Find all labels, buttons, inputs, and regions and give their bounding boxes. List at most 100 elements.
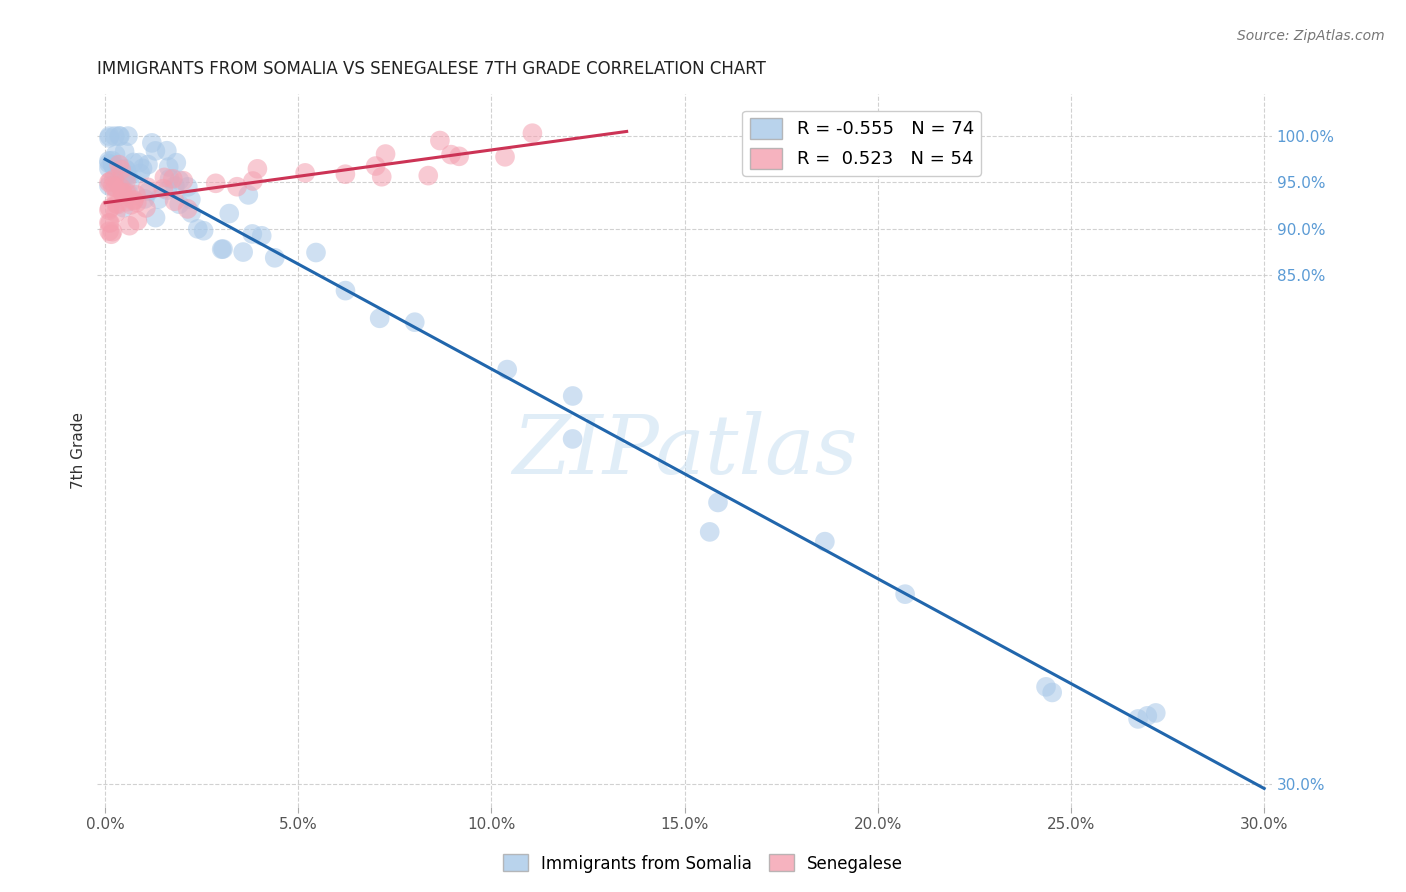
Text: ZIPatlas: ZIPatlas [512,410,858,491]
Point [101,179,124,194]
Point [371,169,394,184]
Point [105,170,128,185]
Point [104,147,127,161]
Point [368,311,391,326]
Point [128,155,150,169]
Point [120,198,142,212]
Point [159,171,181,186]
Point [97,216,120,230]
Point [1126,712,1149,726]
Point [364,159,387,173]
Point [98,201,121,215]
Point [187,222,209,236]
Point [148,192,170,206]
Point [127,213,149,227]
Point [141,136,163,150]
Point [108,129,131,144]
Point [97,175,120,189]
Point [250,228,273,243]
Point [104,206,127,220]
Point [180,193,202,207]
Point [101,225,124,239]
Point [212,242,235,256]
Point [111,168,134,182]
Point [163,194,186,209]
Point [111,185,134,199]
Point [1144,706,1167,720]
Point [105,190,128,204]
Point [157,160,180,174]
Point [100,174,122,188]
Point [97,161,120,176]
Point [145,144,167,158]
Point [115,168,138,182]
Point [131,161,153,176]
Point [105,197,128,211]
Point [101,158,124,172]
Point [242,174,264,188]
Point [561,389,583,403]
Text: IMMIGRANTS FROM SOMALIA VS SENEGALESE 7TH GRADE CORRELATION CHART: IMMIGRANTS FROM SOMALIA VS SENEGALESE 7T… [97,60,766,78]
Point [699,524,721,539]
Point [115,194,138,209]
Legend: R = -0.555   N = 74, R =  0.523   N = 54: R = -0.555 N = 74, R = 0.523 N = 54 [742,111,981,176]
Point [335,284,357,298]
Point [156,144,179,158]
Point [97,178,120,193]
Point [114,161,136,176]
Point [238,188,260,202]
Point [114,145,136,159]
Point [418,169,440,183]
Point [449,149,471,163]
Point [108,129,131,144]
Point [118,186,141,201]
Text: Source: ZipAtlas.com: Source: ZipAtlas.com [1237,29,1385,43]
Point [429,134,451,148]
Point [125,195,148,210]
Point [240,227,263,241]
Point [1040,685,1063,699]
Point [156,183,179,197]
Point [218,206,240,220]
Point [122,155,145,169]
Point [110,162,132,177]
Point [115,162,138,177]
Point [180,206,202,220]
Point [305,245,328,260]
Point [496,362,519,376]
Point [104,129,127,144]
Point [101,153,124,168]
Point [169,173,191,187]
Point [226,179,249,194]
Point [177,179,200,194]
Point [100,227,122,242]
Point [138,185,160,199]
Point [176,202,198,216]
Point [894,587,917,601]
Point [125,187,148,202]
Point [232,245,254,260]
Point [110,181,132,195]
Point [135,201,157,215]
Point [163,178,186,193]
Point [108,173,131,187]
Point [108,158,131,172]
Point [118,177,141,191]
Point [97,203,120,218]
Point [112,201,135,215]
Point [204,177,226,191]
Point [561,432,583,446]
Point [97,153,120,168]
Point [335,167,357,181]
Point [122,194,145,208]
Point [1035,680,1057,694]
Point [374,147,396,161]
Point [118,219,141,233]
Point [165,155,187,169]
Point [246,161,269,176]
Point [97,131,120,145]
Point [707,495,730,509]
Point [136,180,159,194]
Point [105,196,128,211]
Point [193,224,215,238]
